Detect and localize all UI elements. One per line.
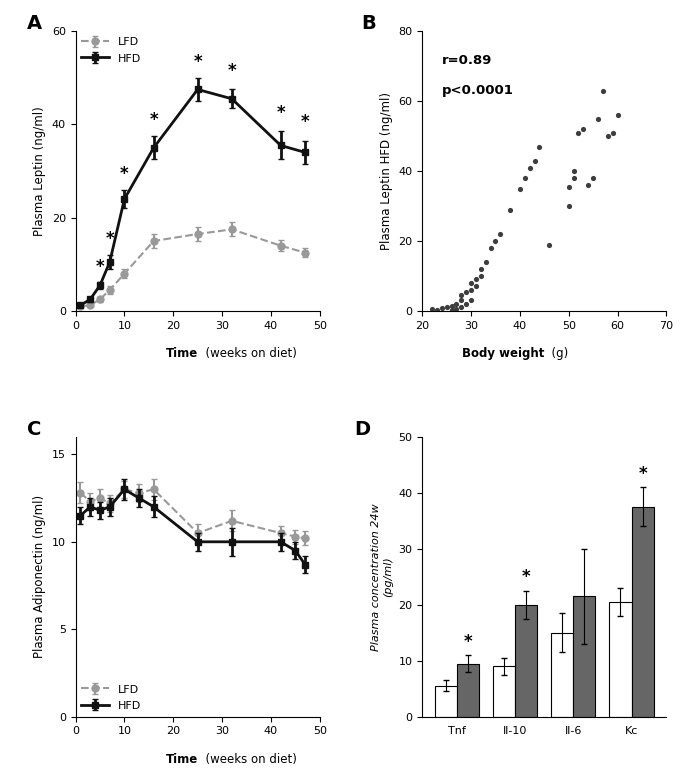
Point [441,301,452,314]
Text: *: * [149,111,158,129]
Text: *: * [193,53,202,71]
Point [461,285,472,298]
Point [490,234,501,247]
Point [431,304,442,316]
Point [515,182,526,195]
Text: (weeks on diet): (weeks on diet) [198,753,297,766]
Point [505,203,516,216]
Text: *: * [276,104,285,122]
Text: *: * [120,164,128,183]
Text: D: D [354,420,370,439]
Point [602,130,613,143]
Text: (g): (g) [544,347,569,361]
Text: *: * [522,569,530,587]
Text: *: * [95,258,104,276]
Point [466,284,477,296]
Bar [435,686,457,717]
Text: C: C [27,420,41,439]
Point [543,238,554,251]
Bar [515,605,537,717]
Y-axis label: Plasma Leptin HFD (ng/ml): Plasma Leptin HFD (ng/ml) [380,92,393,250]
Text: *: * [301,114,309,132]
Bar [493,666,515,717]
Text: A: A [27,14,42,33]
Point [455,294,466,307]
Legend: LFD, HFD: LFD, HFD [81,37,141,64]
Point [495,227,506,240]
Point [451,298,462,310]
Point [480,256,491,268]
Point [455,289,466,301]
Point [524,161,535,174]
Point [568,172,579,185]
Point [475,270,486,282]
Y-axis label: Plasma Leptin (ng/ml): Plasma Leptin (ng/ml) [33,106,46,236]
Text: Time: Time [166,347,198,361]
Text: *: * [638,465,647,483]
Point [461,298,472,310]
Point [568,165,579,178]
Bar [457,664,480,717]
Point [563,199,574,212]
Point [485,241,496,254]
Point [466,294,477,307]
Legend: LFD, HFD: LFD, HFD [81,684,141,711]
Point [583,179,594,192]
Y-axis label: Plasma Adiponectin (ng/ml): Plasma Adiponectin (ng/ml) [33,495,46,658]
Point [578,123,589,136]
Point [529,154,540,167]
Point [612,109,623,122]
Point [563,181,574,193]
Point [607,126,618,139]
Point [475,263,486,275]
Point [466,277,477,289]
Point [471,273,482,286]
Text: *: * [227,62,236,80]
Point [519,172,530,185]
Point [446,299,457,312]
Point [471,280,482,293]
Point [455,301,466,314]
Point [587,172,598,185]
Point [573,126,584,139]
Bar [574,597,596,717]
Y-axis label: Plasma concentration 24w
(pg/ml): Plasma concentration 24w (pg/ml) [371,503,393,650]
Bar [631,507,653,717]
Point [534,140,545,153]
Point [592,112,603,125]
Text: Time: Time [166,753,198,766]
Bar [551,633,574,717]
Text: p<0.0001: p<0.0001 [442,84,514,97]
Point [436,302,447,315]
Text: r=0.89: r=0.89 [442,54,492,66]
Point [427,303,438,315]
Text: *: * [105,230,114,248]
Point [598,84,609,97]
Text: (weeks on diet): (weeks on diet) [198,347,297,361]
Text: *: * [464,633,473,650]
Text: B: B [361,14,376,33]
Text: Body weight: Body weight [462,347,544,361]
Point [451,303,462,315]
Bar [609,602,631,717]
Point [446,304,457,316]
